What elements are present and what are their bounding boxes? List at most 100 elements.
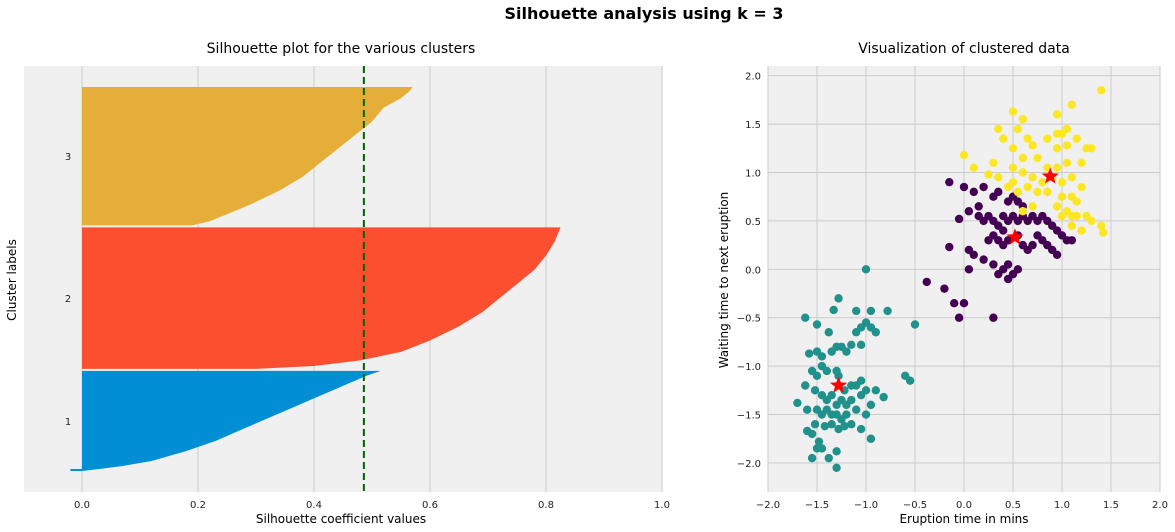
scatter-point xyxy=(1067,173,1077,182)
scatter-point xyxy=(842,347,851,356)
scatter-point xyxy=(1013,124,1023,134)
scatter-point xyxy=(969,250,978,259)
scatter-point xyxy=(866,434,876,443)
scatter-point xyxy=(847,420,856,429)
silhouette-y-axis-label: Cluster labels xyxy=(5,239,19,321)
scatter-point xyxy=(964,265,974,274)
scatter-point xyxy=(810,386,820,395)
scatter-point xyxy=(1028,141,1037,150)
scatter-point xyxy=(994,124,1003,134)
y-tick-label: −0.5 xyxy=(737,314,761,325)
scatter-point xyxy=(1003,274,1013,284)
scatter-point xyxy=(827,420,836,429)
scatter-point xyxy=(861,410,871,419)
centroid-star xyxy=(1006,228,1024,245)
scatter-point xyxy=(1013,265,1023,274)
scatter-point xyxy=(803,426,812,436)
x-tick-label: 0.5 xyxy=(1005,500,1021,511)
x-tick-label: 0.8 xyxy=(538,500,554,511)
y-tick-label: 2.0 xyxy=(745,72,761,83)
scatter-centroids xyxy=(830,167,1059,393)
scatter-point xyxy=(824,328,833,337)
scatter-point xyxy=(1033,187,1042,197)
scatter-point xyxy=(1072,197,1081,206)
scatter-point xyxy=(1043,187,1052,197)
scatter-point xyxy=(883,306,892,316)
scatter-point xyxy=(950,299,959,308)
scatter-point xyxy=(940,284,949,293)
scatter-point xyxy=(866,400,876,410)
scatter-point xyxy=(856,376,866,385)
scatter-point xyxy=(989,158,998,168)
x-tick-label: 0.0 xyxy=(74,500,90,511)
scatter-point xyxy=(999,134,1008,143)
scatter-point xyxy=(834,294,843,303)
scatter-point xyxy=(954,313,964,322)
silhouette-plot: 0.0 0.2 0.4 0.6 0.8 1.0 1 2 3 Silhouette plot f… xyxy=(5,41,670,526)
scatter-point xyxy=(852,405,861,414)
scatter-point xyxy=(999,226,1008,235)
scatter-point xyxy=(1062,158,1072,168)
scatter-point xyxy=(994,269,1003,279)
scatter-point xyxy=(861,265,871,274)
scatter-point xyxy=(1008,163,1018,172)
scatter-point xyxy=(820,421,830,431)
scatter-point xyxy=(1028,240,1037,250)
scatter-point xyxy=(804,349,814,358)
scatter-point xyxy=(1097,86,1106,95)
scatter-point xyxy=(979,255,988,264)
scatter-point xyxy=(1013,187,1023,197)
silhouette-clusters xyxy=(70,87,561,471)
scatter-point xyxy=(1057,192,1067,201)
scatter-point xyxy=(832,447,841,456)
scatter-point xyxy=(847,340,856,350)
scatter-point xyxy=(1003,236,1013,245)
scatter-point xyxy=(1077,158,1086,168)
cluster-1-negative-tail xyxy=(70,469,82,471)
scatter-point xyxy=(1018,153,1027,163)
silhouette-plot-title: Silhouette plot for the various clusters xyxy=(207,41,476,57)
scatter-point xyxy=(822,366,831,376)
cluster-2-silhouette xyxy=(82,227,561,369)
scatter-point xyxy=(842,410,851,419)
scatter-point xyxy=(1052,163,1062,172)
scatter-point xyxy=(1067,100,1077,109)
scatter-point xyxy=(1023,134,1032,143)
y-tick-label: 0.0 xyxy=(745,265,761,276)
scatter-point xyxy=(1018,115,1027,124)
scatter-point xyxy=(801,313,810,322)
scatter-point xyxy=(856,340,866,350)
y-tick-label: −2.0 xyxy=(737,459,761,470)
x-tick-label: 1.5 xyxy=(1103,500,1119,511)
scatter-point xyxy=(812,444,822,453)
cluster-1-silhouette xyxy=(82,370,381,471)
x-tick-label: 1.0 xyxy=(1054,500,1070,511)
scatter-point xyxy=(817,352,827,361)
scatter-point xyxy=(959,299,969,308)
scatter-point xyxy=(1067,221,1077,230)
scatter-point xyxy=(1043,134,1052,143)
scatter-point xyxy=(1008,177,1018,187)
scatter-point xyxy=(871,328,880,337)
scatter-point xyxy=(807,453,817,463)
scatter-point xyxy=(827,390,836,400)
cluster-labels: 1 2 3 xyxy=(65,152,71,428)
scatter-point xyxy=(959,182,969,192)
scatter-point xyxy=(834,371,843,381)
scatter-point xyxy=(1033,153,1042,163)
scatter-point xyxy=(964,207,974,216)
scatter-point xyxy=(871,386,880,395)
cluster-scatter-plot: −2.0 −1.5 −1.0 −0.5 0.0 0.5 1.0 1.5 2.0 −2.0 −1.5… xyxy=(717,41,1168,526)
scatter-point xyxy=(984,170,993,179)
cluster-label: 1 xyxy=(65,417,71,428)
x-tick-label: 0.0 xyxy=(956,500,972,511)
scatter-point xyxy=(803,405,812,414)
scatter-point xyxy=(847,395,856,405)
scatter-point xyxy=(945,177,954,187)
scatter-point xyxy=(1057,129,1067,138)
scatter-point xyxy=(824,453,833,463)
scatter-point xyxy=(812,371,822,381)
scatter-point xyxy=(1052,202,1062,211)
x-tick-label: 0.6 xyxy=(422,500,438,511)
